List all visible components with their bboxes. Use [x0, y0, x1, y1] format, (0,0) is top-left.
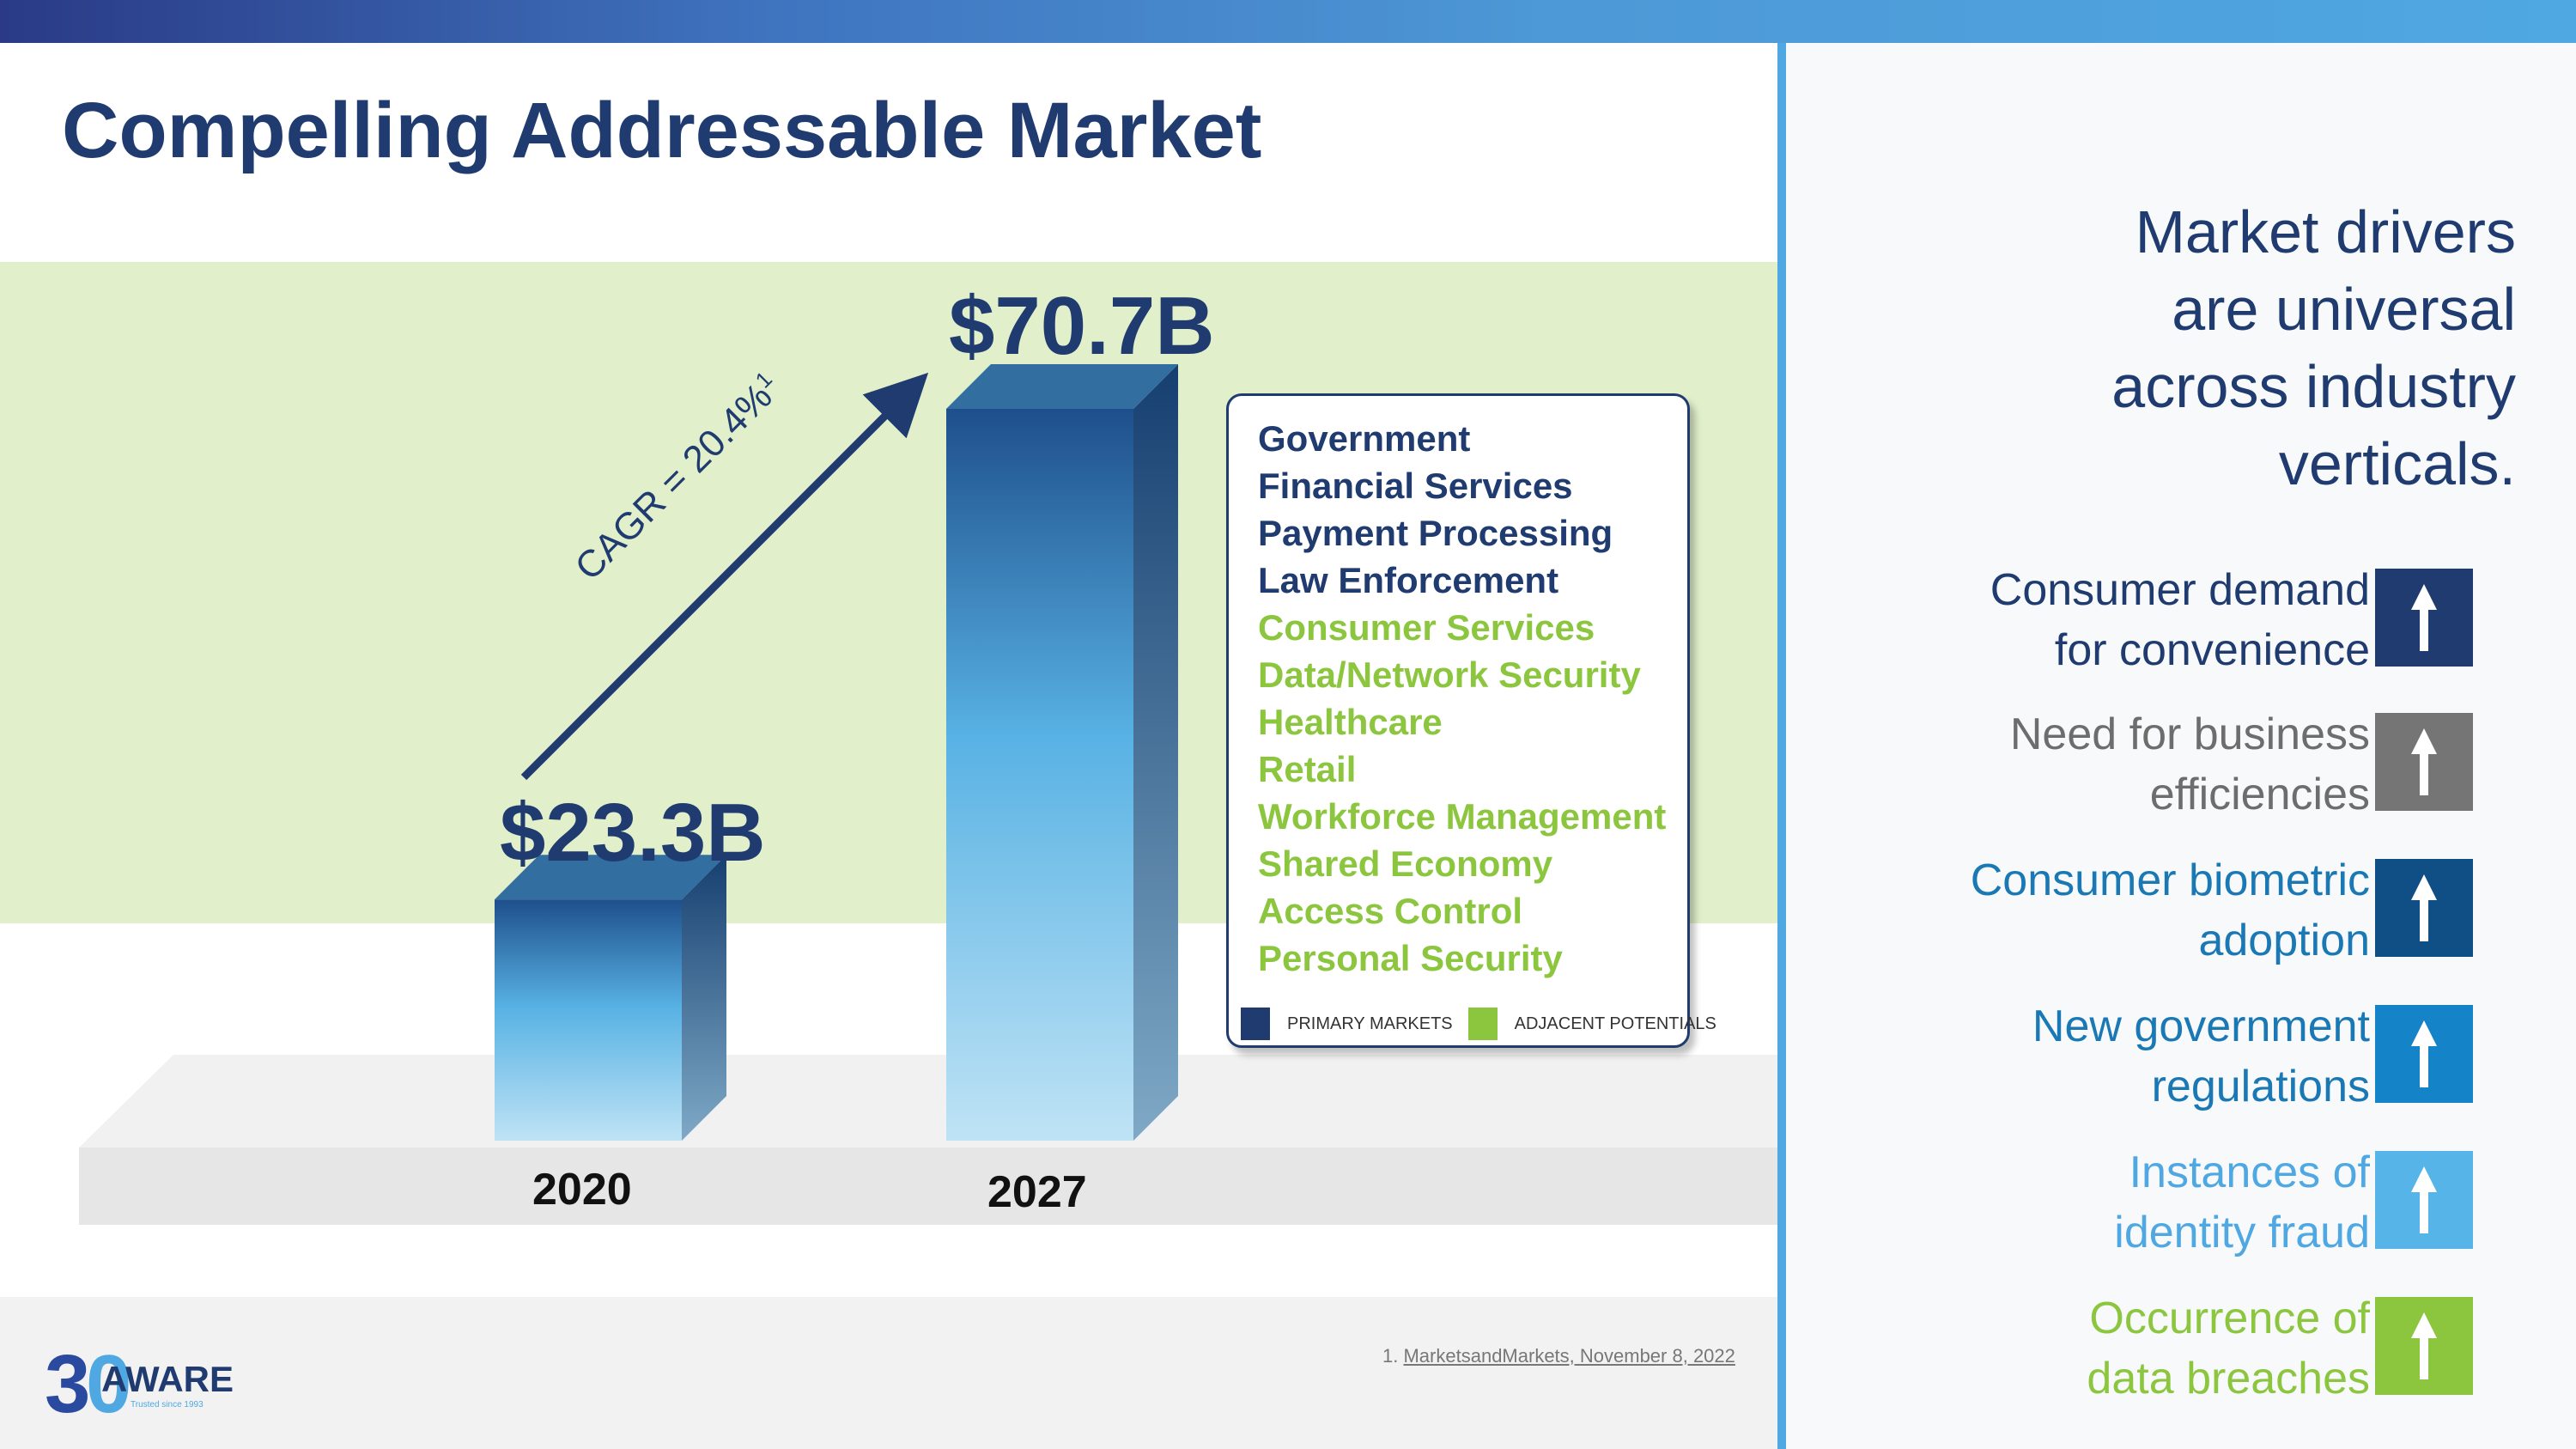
driver-line: Instances of [2129, 1148, 2370, 1197]
value-label-2020: $23.3B [500, 787, 766, 879]
driver-line: adoption [2198, 916, 2370, 965]
segment-list: Government Financial Services Payment Pr… [1258, 415, 1666, 982]
driver-label: Instances of identity fraud [2114, 1142, 2370, 1263]
page-title: Compelling Addressable Market [62, 87, 1262, 174]
segment-item-adjacent: Shared Economy [1258, 843, 1553, 884]
driver-label: Need for business efficiencies [2010, 704, 2370, 825]
market-size-chart [495, 364, 1178, 1141]
driver-line: identity fraud [2114, 1208, 2370, 1257]
driver-identity-fraud: Instances of identity fraud [1889, 1142, 2473, 1257]
adjacent-legend-label: ADJACENT POTENTIALS [1514, 1014, 1716, 1033]
arrow-up-icon [2375, 1005, 2473, 1103]
driver-line: Consumer biometric [1970, 855, 2370, 905]
driver-biometric-adoption: Consumer biometric adoption [1889, 850, 2473, 965]
driver-line: for convenience [2054, 625, 2370, 675]
bar-2027 [946, 409, 1133, 1141]
svg-text:0: 0 [86, 1338, 131, 1424]
segment-item-adjacent: Personal Security [1258, 938, 1563, 978]
adjacent-swatch [1467, 1008, 1498, 1040]
source-link[interactable]: MarketsandMarkets, November 8, 2022 [1403, 1345, 1735, 1367]
arrow-up-icon [2375, 569, 2473, 667]
market-segments-box: Government Financial Services Payment Pr… [1226, 393, 1716, 1048]
driver-business-efficiencies: Need for business efficiencies [1889, 704, 2473, 819]
segment-item-primary: Payment Processing [1258, 513, 1613, 553]
segment-item-primary: Law Enforcement [1258, 560, 1559, 600]
segment-item-primary: Financial Services [1258, 466, 1573, 506]
driver-label: Consumer biometric adoption [1971, 850, 2370, 971]
segment-item-adjacent: Retail [1258, 749, 1357, 789]
top-banner [0, 0, 2576, 43]
svg-text:AWARE: AWARE [101, 1359, 234, 1399]
bar-2020 [495, 899, 682, 1141]
arrow-up-icon [2375, 713, 2473, 811]
bar-side-2027 [1133, 364, 1178, 1141]
heading-line: verticals. [2278, 430, 2516, 497]
driver-line: Consumer demand [1990, 565, 2370, 615]
source-footnote: 1. MarketsandMarkets, November 8, 2022 [1382, 1345, 1735, 1367]
segment-item-adjacent: Consumer Services [1258, 607, 1595, 648]
driver-label: New government regulations [2032, 996, 2370, 1117]
driver-line: efficiencies [2149, 770, 2370, 819]
footer-band [0, 1297, 1777, 1449]
cagr-arrow [520, 372, 929, 781]
bar-top-2027 [946, 364, 1178, 409]
segment-item-adjacent: Workforce Management [1258, 796, 1667, 837]
primary-swatch [1241, 1008, 1270, 1040]
arrow-up-icon [2375, 859, 2473, 957]
driver-line: regulations [2151, 1062, 2370, 1111]
bar-side-2020 [682, 855, 726, 1141]
driver-label: Consumer demand for convenience [1990, 560, 2370, 680]
heading-line: Market drivers [2135, 198, 2516, 265]
driver-government-regulations: New government regulations [1889, 996, 2473, 1111]
aware-logo: 3 0 AWARE Trusted since 1993 [45, 1338, 234, 1424]
segment-legend: PRIMARY MARKETS ADJACENT POTENTIALS [1241, 1008, 1716, 1040]
chart-floor-front [79, 1148, 1777, 1225]
value-label-2027: $70.7B [949, 280, 1215, 372]
x-tick-label-2027: 2027 [987, 1167, 1087, 1217]
segment-item-adjacent: Data/Network Security [1258, 654, 1641, 695]
primary-legend-label: PRIMARY MARKETS [1287, 1014, 1453, 1033]
heading-line: are universal [2172, 276, 2516, 343]
driver-label: Occurrence of data breaches [2087, 1288, 2370, 1409]
driver-data-breaches: Occurrence of data breaches [1889, 1288, 2473, 1403]
x-tick-label-2020: 2020 [532, 1165, 632, 1215]
driver-line: Need for business [2009, 709, 2370, 759]
segment-item-adjacent: Access Control [1258, 891, 1523, 931]
heading-line: across industry [2111, 353, 2516, 420]
svg-text:Trusted since 1993: Trusted since 1993 [131, 1400, 204, 1409]
driver-line: Occurrence of [2089, 1294, 2370, 1343]
svg-text:3: 3 [45, 1338, 90, 1424]
segment-item-primary: Government [1258, 418, 1471, 459]
chart-floor-top [79, 1055, 1777, 1148]
driver-consumer-demand: Consumer demand for convenience [1889, 560, 2473, 675]
driver-line: data breaches [2087, 1354, 2370, 1403]
segment-item-adjacent: Healthcare [1258, 702, 1443, 742]
bar-top-2020 [495, 855, 726, 900]
arrow-up-icon [2375, 1151, 2473, 1249]
driver-line: New government [2032, 1002, 2370, 1051]
footnote-number: 1. [1382, 1345, 1399, 1367]
arrow-up-icon [2375, 1297, 2473, 1395]
drivers-heading: Market drivers are universal across indu… [2111, 193, 2516, 502]
